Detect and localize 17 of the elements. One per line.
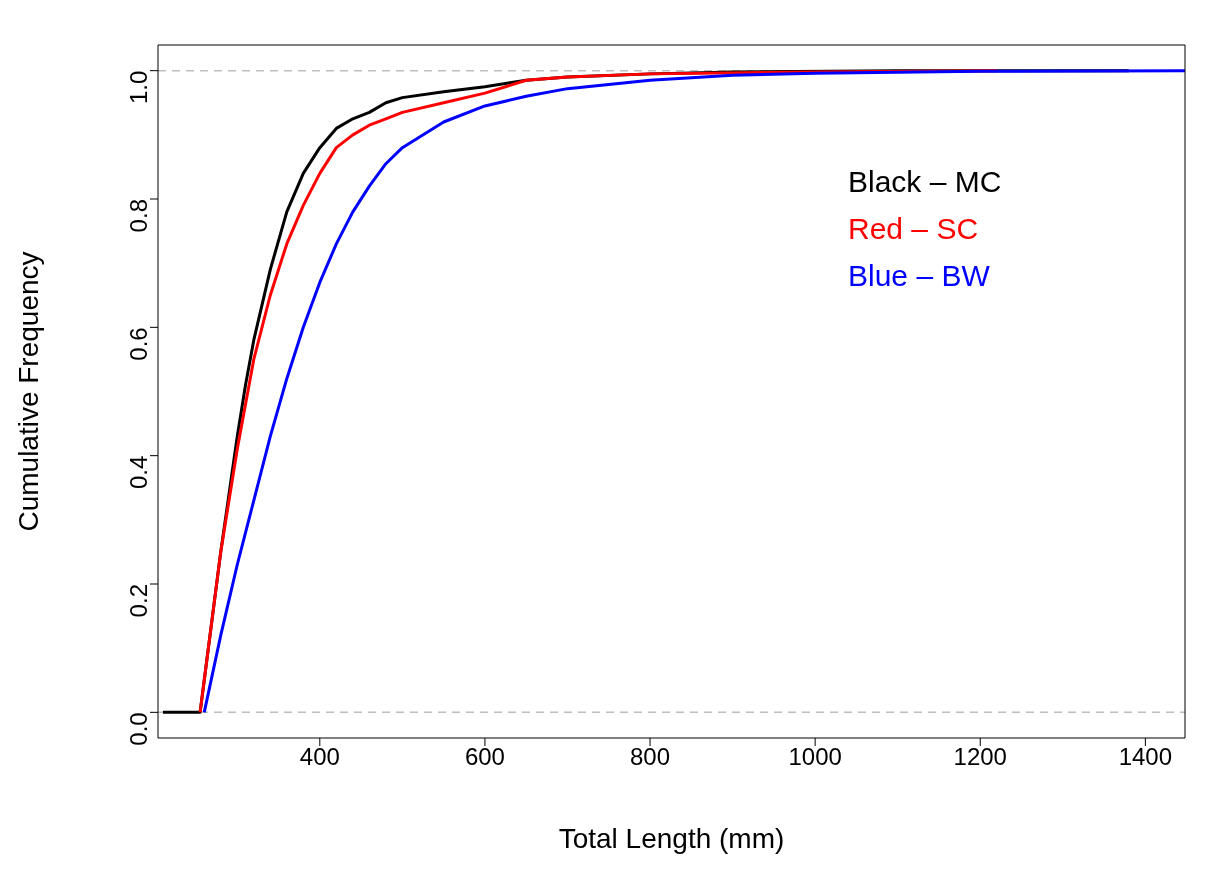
x-tick-label: 600 (464, 743, 505, 771)
x-axis-title: Total Length (mm) (558, 823, 785, 854)
y-tick-label: 0.0 (124, 712, 152, 746)
text: Red – SC (848, 211, 980, 247)
y-tick-label: 0.8 (124, 199, 152, 233)
y-axis-title: Cumulative Frequency (12, 251, 44, 532)
y-tick-label: 1.0 (124, 70, 152, 105)
x-tick-label: 800 (630, 743, 671, 771)
y-tick-label: 0.6 (124, 327, 152, 361)
x-tick-label: 1000 (788, 743, 842, 771)
x-tick-label: 400 (299, 743, 340, 771)
text: Blue – BW (848, 258, 991, 294)
x-tick-label: 1200 (953, 743, 1007, 771)
x-tick-label: 1400 (1118, 743, 1173, 771)
text: Black – MC (848, 164, 1002, 200)
y-tick-label: 0.4 (124, 455, 152, 490)
y-tick-label: 0.2 (124, 584, 152, 618)
